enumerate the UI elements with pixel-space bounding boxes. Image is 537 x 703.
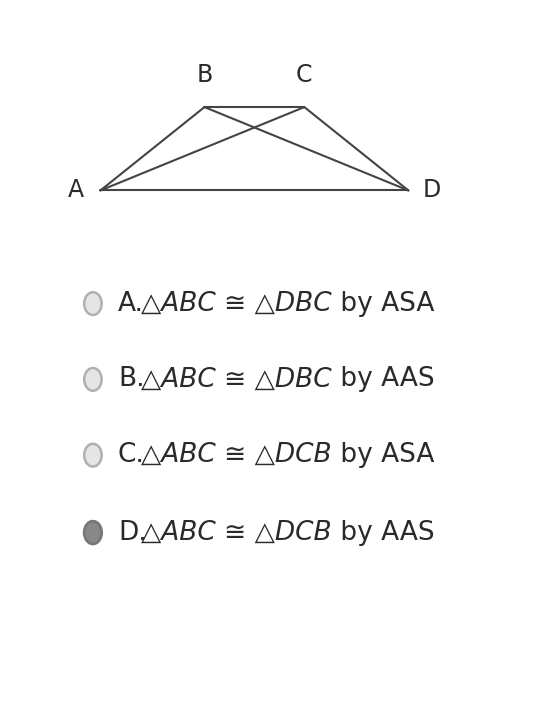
Circle shape [84,368,101,391]
Circle shape [84,444,101,467]
Text: by ASA: by ASA [332,290,434,316]
Text: △ABC ≅ △DCB: △ABC ≅ △DCB [141,520,332,546]
Text: C.: C. [118,442,145,468]
Text: A: A [67,179,84,202]
Circle shape [84,521,101,544]
Text: △ABC ≅ △DCB: △ABC ≅ △DCB [141,442,332,468]
Text: A.: A. [118,290,144,316]
Text: by AAS: by AAS [332,366,434,392]
Circle shape [84,292,101,315]
Text: D: D [422,179,440,202]
Text: △ABC ≅ △DBC: △ABC ≅ △DBC [141,290,332,316]
Text: B: B [197,63,213,86]
Text: △ABC ≅ △DBC: △ABC ≅ △DBC [141,366,332,392]
Text: C: C [296,63,313,86]
Text: by ASA: by ASA [332,442,434,468]
Text: D.: D. [118,520,147,546]
Text: B.: B. [118,366,144,392]
Text: by AAS: by AAS [332,520,434,546]
